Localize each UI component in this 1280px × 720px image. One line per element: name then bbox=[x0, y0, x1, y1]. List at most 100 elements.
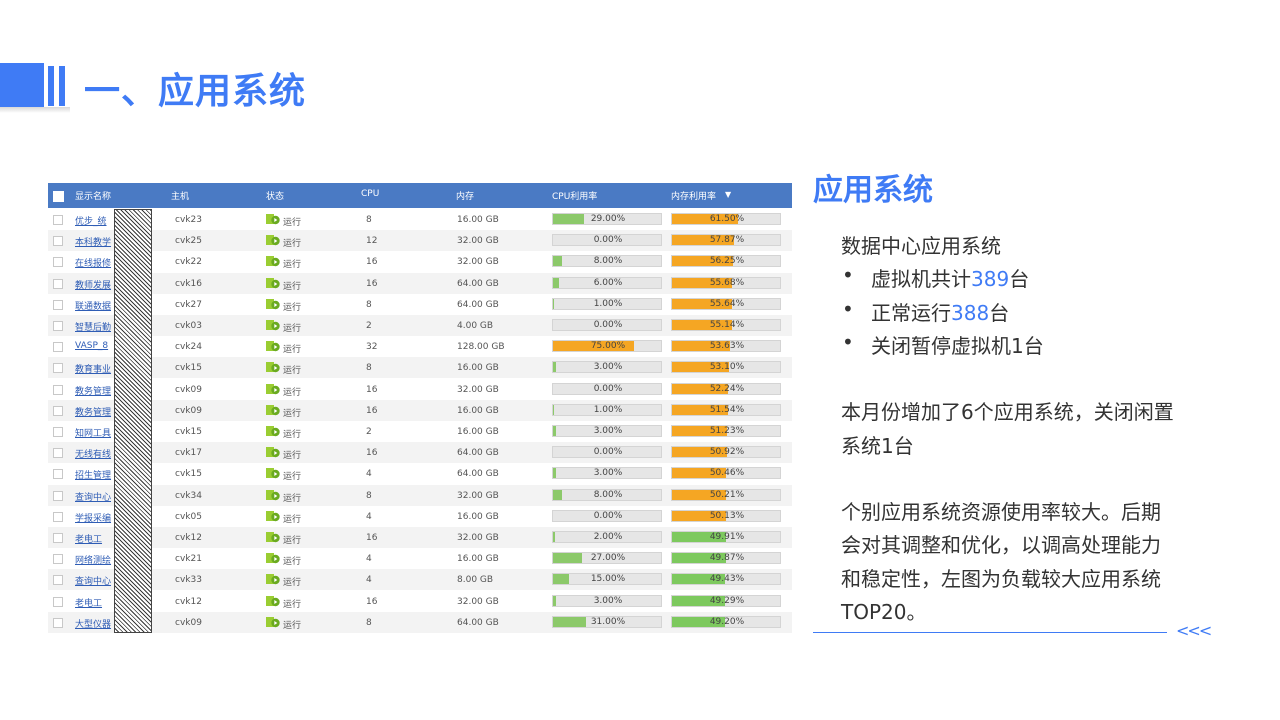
row-checkbox[interactable] bbox=[53, 511, 63, 522]
cpu-usage-fill bbox=[553, 256, 562, 267]
mem-usage-bar: 50.13% bbox=[671, 509, 781, 522]
cpu-usage-label: 75.00% bbox=[590, 341, 626, 352]
row-checkbox[interactable] bbox=[53, 575, 63, 586]
cpu-cell: 12 bbox=[366, 236, 378, 247]
mem-usage-label: 52.24% bbox=[709, 383, 745, 394]
memory-cell: 32.00 GB bbox=[457, 533, 499, 543]
table-row[interactable]: 优步_统 cvk23 运行 8 16.00 GB 29.00% 61.50% bbox=[48, 209, 792, 230]
col-cpu[interactable]: CPU bbox=[361, 189, 380, 199]
row-checkbox[interactable] bbox=[53, 533, 63, 543]
bullet-icon: • bbox=[842, 297, 854, 321]
back-arrows-icon[interactable]: <<< bbox=[1176, 621, 1212, 640]
row-checkbox[interactable] bbox=[53, 299, 63, 310]
row-checkbox[interactable] bbox=[53, 617, 63, 628]
row-checkbox[interactable] bbox=[53, 596, 63, 607]
vm-name-link[interactable]: 大型仪器 bbox=[75, 619, 112, 630]
row-checkbox[interactable] bbox=[53, 405, 63, 416]
mem-usage-fill bbox=[672, 426, 728, 436]
table-row[interactable]: 在线报修 cvk22 运行 16 32.00 GB 8.00% 56.25% bbox=[48, 251, 792, 272]
table-row[interactable]: 老电工 cvk12 运行 16 32.00 GB 2.00% 49.91% bbox=[48, 527, 792, 548]
col-cpu-usage[interactable]: CPU利用率 bbox=[552, 192, 598, 202]
mem-usage-fill bbox=[672, 404, 728, 415]
select-all-checkbox[interactable] bbox=[53, 191, 64, 202]
row-checkbox[interactable] bbox=[53, 321, 63, 331]
vm-name-link[interactable]: 本科教学 bbox=[75, 238, 112, 249]
row-checkbox[interactable] bbox=[53, 342, 63, 353]
vm-name-link[interactable]: 教务管理 bbox=[75, 407, 112, 418]
table-row[interactable]: 教务管理 cvk09 运行 16 32.00 GB 0.00% 52.24% bbox=[48, 379, 792, 400]
memory-cell: 32.00 GB bbox=[457, 236, 499, 247]
table-row[interactable]: 老电工 cvk12 运行 16 32.00 GB 3.00% 49.29% bbox=[48, 591, 792, 612]
vm-name-link[interactable]: 知网工具 bbox=[75, 429, 112, 439]
vm-name-link[interactable]: 学报采编 bbox=[75, 513, 112, 524]
table-row[interactable]: 学报采编 cvk05 运行 4 16.00 GB 0.00% 50.13% bbox=[48, 506, 792, 527]
row-checkbox[interactable] bbox=[53, 384, 63, 395]
table-row[interactable]: 教务管理 cvk09 运行 16 16.00 GB 1.00% 51.54% bbox=[48, 399, 792, 421]
row-checkbox[interactable] bbox=[53, 490, 63, 501]
table-row[interactable]: 招生管理 cvk15 运行 4 64.00 GB 3.00% 50.46% bbox=[48, 463, 792, 484]
mem-usage-bar: 50.92% bbox=[671, 446, 781, 459]
mem-usage-bar: 49.29% bbox=[671, 594, 781, 607]
row-checkbox[interactable] bbox=[53, 554, 63, 565]
table-row[interactable]: 智慧后勤 cvk03 运行 2 4.00 GB 0.00% 55.14% bbox=[48, 315, 792, 336]
vm-name-link[interactable]: 教育事业 bbox=[75, 365, 112, 376]
row-checkbox[interactable] bbox=[53, 427, 63, 437]
col-status[interactable]: 状态 bbox=[266, 192, 285, 202]
paragraph-1-line: 系统1台 bbox=[841, 434, 914, 458]
col-display-name[interactable]: 显示名称 bbox=[75, 192, 112, 202]
table-row[interactable]: VASP_8 cvk24 运行 32 128.00 GB 75.00% 53.63% bbox=[48, 336, 792, 357]
cpu-usage-fill bbox=[553, 362, 557, 373]
vm-name-link[interactable]: 教务管理 bbox=[75, 386, 112, 397]
vm-name-link[interactable]: 招生管理 bbox=[75, 471, 112, 482]
table-row[interactable]: 大型仪器 cvk09 运行 8 64.00 GB 31.00% 49.20% bbox=[48, 611, 792, 633]
sort-desc-icon[interactable]: ▼ bbox=[725, 190, 732, 199]
bullet-icon: • bbox=[842, 263, 854, 287]
vm-name-link[interactable]: 查询中心 bbox=[75, 577, 112, 588]
mem-usage-fill bbox=[672, 510, 727, 521]
row-checkbox[interactable] bbox=[53, 278, 63, 289]
vm-name-link[interactable]: 网络测绘 bbox=[75, 556, 112, 567]
table-row[interactable]: 网络测绘 cvk21 运行 4 16.00 GB 27.00% 49.87% bbox=[48, 548, 792, 569]
col-memory[interactable]: 内存 bbox=[456, 192, 475, 202]
vm-name-link[interactable]: 老电工 bbox=[75, 598, 103, 609]
mem-usage-label: 51.23% bbox=[709, 426, 745, 436]
running-status-icon bbox=[266, 616, 280, 627]
mem-usage-label: 50.21% bbox=[709, 489, 745, 500]
table-row[interactable]: 教育事业 cvk15 运行 8 16.00 GB 3.00% 53.10% bbox=[48, 357, 792, 379]
vm-name-link[interactable]: VASP_8 bbox=[75, 341, 109, 352]
row-checkbox[interactable] bbox=[53, 257, 63, 268]
row-checkbox[interactable] bbox=[53, 448, 63, 459]
table-row[interactable]: 知网工具 cvk15 运行 2 16.00 GB 3.00% 51.23% bbox=[48, 421, 792, 442]
table-row[interactable]: 查询中心 cvk34 运行 8 32.00 GB 8.00% 50.21% bbox=[48, 484, 792, 506]
vm-name-link[interactable]: 教师发展 bbox=[75, 280, 112, 291]
cpu-usage-label: 2.00% bbox=[593, 532, 623, 542]
mem-usage-fill bbox=[672, 489, 727, 500]
vm-name-link[interactable]: 联通数据 bbox=[75, 301, 112, 312]
vm-name-link[interactable]: 智慧后勤 bbox=[75, 323, 112, 333]
bullet-vm-stopped: 关闭暂停虚拟机1台 bbox=[871, 334, 1044, 358]
vm-name-link[interactable]: 查询中心 bbox=[75, 492, 112, 503]
table-row[interactable]: 联通数据 cvk27 运行 8 64.00 GB 1.00% 55.64% bbox=[48, 294, 792, 315]
cpu-cell: 16 bbox=[366, 384, 378, 395]
running-status-icon bbox=[266, 595, 280, 606]
row-checkbox[interactable] bbox=[53, 363, 63, 374]
col-mem-usage[interactable]: 内存利用率 bbox=[671, 192, 717, 202]
table-row[interactable]: 教师发展 cvk16 运行 16 64.00 GB 6.00% 55.68% bbox=[48, 272, 792, 294]
table-row[interactable]: 无线有线 cvk17 运行 16 64.00 GB 0.00% 50.92% bbox=[48, 442, 792, 464]
row-checkbox[interactable] bbox=[53, 469, 63, 480]
table-row[interactable]: 查询中心 cvk33 运行 4 8.00 GB 15.00% 49.43% bbox=[48, 569, 792, 591]
cpu-usage-bar: 6.00% bbox=[552, 276, 662, 289]
table-row[interactable]: 本科教学 cvk25 运行 12 32.00 GB 0.00% 57.87% bbox=[48, 230, 792, 252]
vm-name-link[interactable]: 优步_统 bbox=[75, 217, 107, 227]
mem-usage-bar: 55.64% bbox=[671, 297, 781, 310]
status-text: 运行 bbox=[283, 430, 302, 440]
row-checkbox[interactable] bbox=[53, 215, 63, 225]
host-cell: cvk09 bbox=[175, 405, 202, 416]
memory-cell: 16.00 GB bbox=[457, 405, 499, 416]
vm-name-link[interactable]: 无线有线 bbox=[75, 450, 112, 461]
col-host[interactable]: 主机 bbox=[171, 192, 190, 202]
cpu-usage-bar: 1.00% bbox=[552, 297, 662, 310]
vm-name-link[interactable]: 老电工 bbox=[75, 535, 103, 545]
vm-name-link[interactable]: 在线报修 bbox=[75, 259, 112, 270]
row-checkbox[interactable] bbox=[53, 236, 63, 247]
